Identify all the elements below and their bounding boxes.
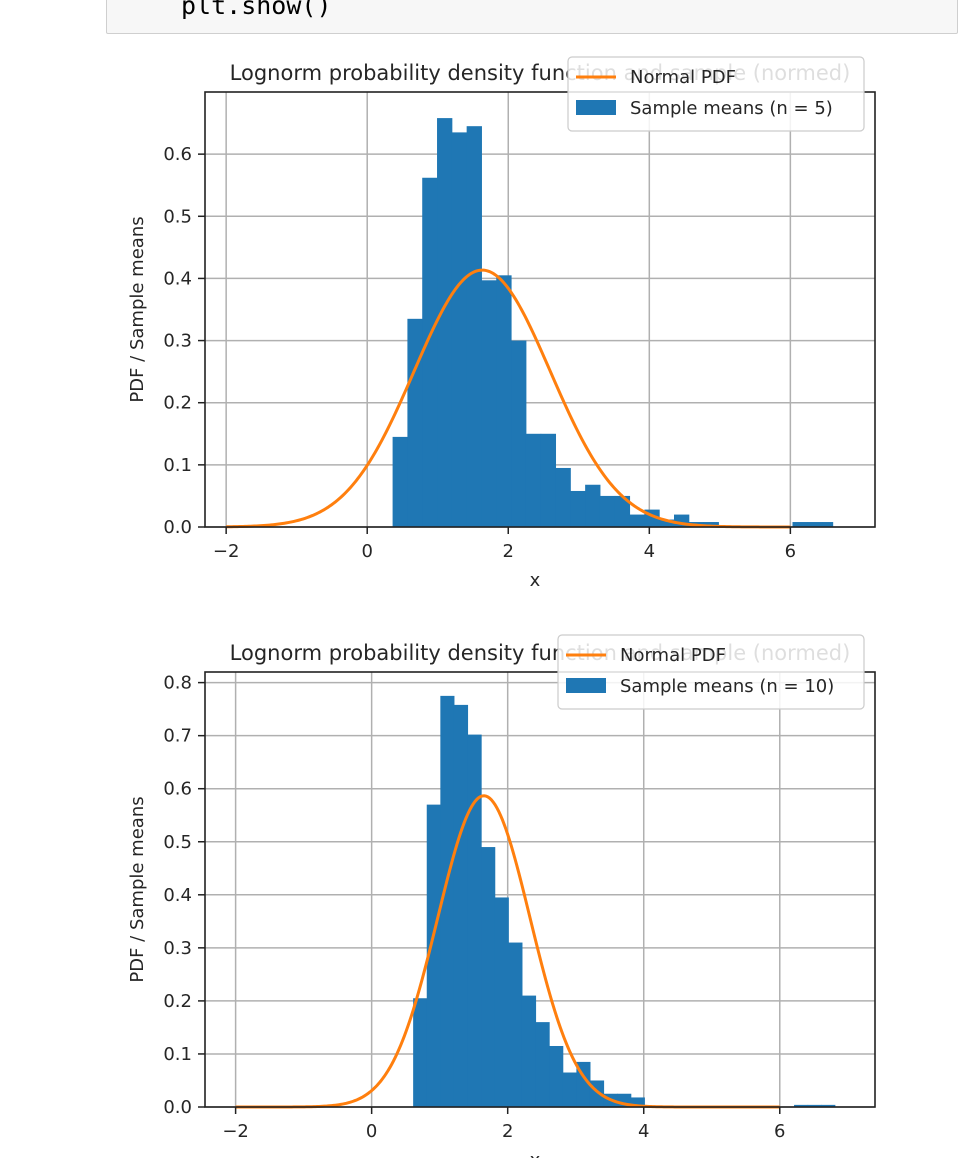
legend-box <box>567 56 865 132</box>
histogram-bar <box>821 1104 836 1107</box>
y-tick-label: 0.6 <box>163 779 192 800</box>
x-tick-label: 6 <box>785 541 796 562</box>
histogram-bar <box>792 522 808 527</box>
y-tick-label: 0.2 <box>163 991 192 1012</box>
x-tick-label: 2 <box>503 541 514 562</box>
y-axis-label: PDF / Sample means <box>127 796 148 982</box>
axes-frame <box>204 91 876 528</box>
x-tick-label: 4 <box>644 541 655 562</box>
histogram-bar <box>466 126 482 527</box>
y-tick-label: 0.4 <box>163 268 192 289</box>
histogram-bar <box>525 433 542 527</box>
histogram-bar <box>535 1022 550 1107</box>
histogram-bar <box>511 340 527 527</box>
histogram-bar <box>413 998 428 1107</box>
histogram-bar <box>440 695 455 1107</box>
histogram-bar <box>807 1104 822 1107</box>
histogram-bar <box>549 1045 564 1107</box>
x-axis-label: x <box>530 1150 541 1158</box>
y-tick-label: 0.5 <box>163 832 192 853</box>
histogram-bar <box>407 318 423 527</box>
histogram-bar <box>521 995 537 1107</box>
histogram-bar <box>659 519 675 527</box>
y-tick-label: 0.0 <box>163 1097 192 1118</box>
axes-frame <box>204 671 876 1108</box>
x-tick-label: −2 <box>213 541 240 562</box>
y-tick-label: 0.3 <box>163 938 192 959</box>
histogram-bar <box>496 275 512 527</box>
legend-label-bar: Sample means (n = 10) <box>620 676 834 697</box>
y-tick-label: 0.1 <box>163 455 192 476</box>
histogram-chart-2: Lognorm probability density function and… <box>127 634 876 1158</box>
histogram-bar <box>426 804 441 1107</box>
histogram-bar <box>585 484 601 527</box>
histogram-bar <box>451 132 468 527</box>
y-axis-label: PDF / Sample means <box>127 216 148 402</box>
legend-label-line: Normal PDF <box>630 67 736 88</box>
code-cell[interactable]: plt.show() <box>106 0 958 34</box>
x-tick-label: 4 <box>638 1121 649 1142</box>
histogram-bar <box>599 495 616 527</box>
histogram-bar <box>629 514 645 527</box>
x-tick-label: 0 <box>366 1121 377 1142</box>
histogram-bar <box>555 467 571 527</box>
histogram-bar <box>562 1072 577 1107</box>
histogram-bar <box>570 490 586 527</box>
y-tick-label: 0.5 <box>163 206 192 227</box>
x-tick-label: −2 <box>222 1121 249 1142</box>
x-tick-label: 2 <box>502 1121 513 1142</box>
histogram-bar <box>508 942 523 1107</box>
histogram-chart-1: Lognorm probability density function and… <box>127 56 876 591</box>
normal-pdf-line <box>226 268 791 529</box>
legend-box <box>557 634 865 710</box>
legend-label-bar: Sample means (n = 5) <box>630 98 833 119</box>
y-tick-label: 0.7 <box>163 726 192 747</box>
histogram-bar <box>481 847 496 1107</box>
histogram-bar <box>794 1104 809 1107</box>
legend-label-line: Normal PDF <box>620 645 726 666</box>
x-tick-label: 0 <box>361 541 372 562</box>
histogram-bar <box>481 280 497 527</box>
histogram-bar <box>703 522 719 527</box>
histogram-bar <box>494 897 509 1107</box>
y-tick-label: 0.0 <box>163 517 192 538</box>
y-tick-label: 0.6 <box>163 144 192 165</box>
histogram-bar <box>453 704 469 1107</box>
x-axis-label: x <box>530 570 541 591</box>
y-tick-label: 0.4 <box>163 885 192 906</box>
histogram-bar <box>422 177 438 527</box>
x-tick-label: 6 <box>774 1121 785 1142</box>
histogram-bar <box>614 495 631 527</box>
legend-bar-swatch <box>576 100 616 115</box>
histogram-bar <box>822 522 834 527</box>
histogram-bar <box>437 118 453 527</box>
y-tick-label: 0.3 <box>163 331 192 352</box>
code-line: plt.show() <box>181 0 332 20</box>
histogram-bar <box>807 522 823 527</box>
histogram-bar <box>392 436 408 527</box>
histogram-bar <box>540 433 557 527</box>
histogram-bar <box>467 734 482 1107</box>
legend-bar-swatch <box>566 678 606 693</box>
y-tick-label: 0.8 <box>163 673 192 694</box>
y-tick-label: 0.2 <box>163 393 192 414</box>
y-tick-label: 0.1 <box>163 1044 192 1065</box>
histogram-bar <box>630 1097 645 1107</box>
